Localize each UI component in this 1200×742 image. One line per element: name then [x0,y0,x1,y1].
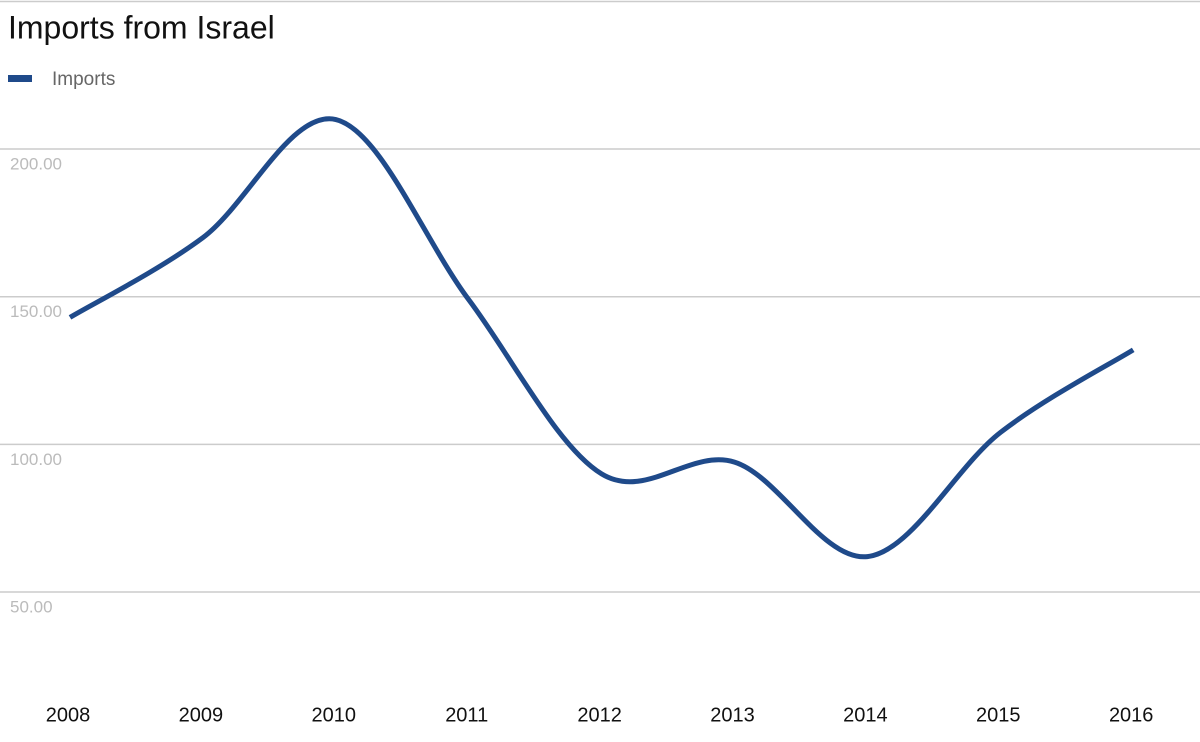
line [68,116,1135,560]
y-tick-label: 50.00 [10,598,53,617]
x-tick-label: 2015 [976,704,1021,726]
chart-title: Imports from Israel [8,9,275,45]
x-tick-label: 2014 [843,704,888,726]
y-tick-label: 200.00 [10,155,62,174]
x-tick-label: 2011 [445,704,488,726]
y-tick-label: 100.00 [10,450,62,469]
legend-label: Imports [52,69,115,90]
x-tick-label: 2008 [46,704,91,726]
x-tick-label: 2016 [1109,704,1154,726]
x-tick-label: 2009 [179,704,224,726]
x-tick-label: 2013 [710,704,755,726]
y-tick-label: 150.00 [10,302,62,321]
x-tick-label: 2012 [577,704,622,726]
x-tick-label: 2010 [312,704,357,726]
legend-swatch [8,75,32,82]
